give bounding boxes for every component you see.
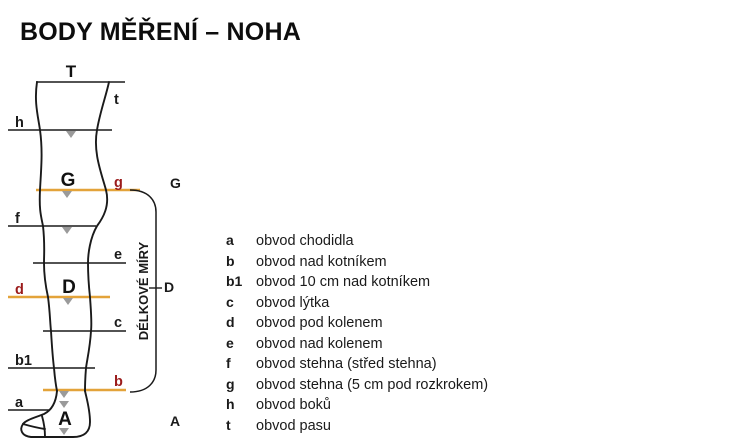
- list-item: a obvod chodidla: [222, 232, 552, 253]
- list-item: g obvod stehna (5 cm pod rozkrokem): [222, 376, 552, 397]
- list-item: c obvod lýtka: [222, 294, 552, 315]
- right-label-g: g: [114, 175, 123, 191]
- measurement-legend: a obvod chodidla b obvod nad kotníkem b1…: [222, 232, 552, 437]
- list-item: h obvod boků: [222, 396, 552, 417]
- left-label-b1: b1: [15, 353, 32, 369]
- legend-description: obvod stehna (střed stehna): [256, 356, 437, 372]
- bracket-mark-A: A: [170, 413, 180, 429]
- bracket-mark-D: D: [164, 279, 174, 295]
- measure-line-g: [36, 188, 140, 198]
- legend-key: t: [226, 416, 231, 433]
- marker-A-top: [59, 401, 69, 408]
- legend-key: f: [226, 355, 231, 371]
- legend-key: g: [226, 375, 235, 392]
- legend-description: obvod nad kotníkem: [256, 253, 387, 270]
- left-label-f: f: [15, 211, 20, 227]
- bracket-label: DÉLKOVÉ MÍRY: [136, 241, 151, 340]
- page-title: BODY MĚŘENÍ – NOHA: [20, 18, 301, 46]
- legend-key: e: [226, 334, 234, 351]
- right-label-b: b: [114, 374, 123, 390]
- leg-outline: [20, 81, 110, 438]
- legend-description: obvod pod kolenem: [256, 315, 383, 331]
- measure-line-f: [8, 225, 96, 234]
- legend-description: obvod 10 cm nad kotníkem: [256, 274, 431, 290]
- left-label-h: h: [15, 115, 24, 131]
- left-label-d: d: [15, 282, 24, 298]
- bracket-mark-G: G: [170, 175, 181, 191]
- diagram-svg: T G D A h f d b1 a t g e c b DÉLKOVÉ MÍR…: [8, 62, 181, 438]
- legend-key: c: [226, 293, 234, 310]
- legend-key: h: [226, 396, 235, 412]
- body-point-G: G: [61, 170, 76, 191]
- body-point-A: A: [58, 409, 72, 430]
- legend-key: d: [226, 314, 235, 330]
- legend-description: obvod stehna (5 cm pod rozkrokem): [256, 376, 489, 393]
- list-item: e obvod nad kolenem: [222, 335, 552, 356]
- legend-key: a: [226, 232, 234, 248]
- list-item: b obvod nad kotníkem: [222, 253, 552, 274]
- leg-measurement-diagram: T G D A h f d b1 a t g e c b DÉLKOVÉ MÍR…: [0, 60, 215, 441]
- legend-description: obvod pasu: [256, 417, 331, 434]
- measure-line-d: [8, 295, 110, 305]
- legend-key: b1: [226, 273, 243, 289]
- length-measure-bracket: [129, 189, 162, 393]
- legend-key: b: [226, 252, 235, 269]
- marker-A-bottom: [59, 428, 69, 435]
- legend-description: obvod lýtka: [256, 294, 330, 311]
- list-item: b1 obvod 10 cm nad kotníkem: [222, 273, 552, 294]
- measure-line-h: [8, 129, 112, 138]
- body-point-T: T: [66, 62, 77, 81]
- left-label-a: a: [15, 395, 24, 411]
- right-label-e: e: [114, 247, 122, 263]
- right-label-c: c: [114, 315, 122, 331]
- list-item: t obvod pasu: [222, 417, 552, 438]
- legend-description: obvod nad kolenem: [256, 335, 383, 352]
- body-point-D: D: [62, 277, 76, 298]
- list-item: f obvod stehna (střed stehna): [222, 355, 552, 376]
- legend-description: obvod boků: [256, 397, 331, 413]
- list-item: d obvod pod kolenem: [222, 314, 552, 335]
- legend-description: obvod chodidla: [256, 233, 354, 249]
- right-label-t: t: [114, 92, 119, 108]
